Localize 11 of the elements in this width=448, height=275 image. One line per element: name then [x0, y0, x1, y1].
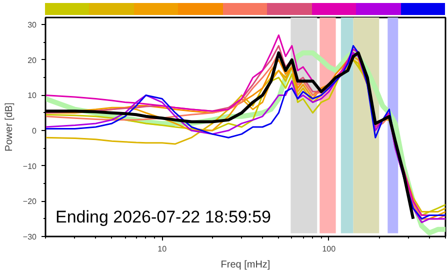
- y-tick-label: 0: [32, 126, 38, 136]
- y-tick-label: 20: [28, 56, 38, 65]
- y-axis-title: Power [dB]: [4, 102, 15, 152]
- y-tick-label: 30: [28, 20, 38, 30]
- x-tick-label: 100: [322, 244, 336, 254]
- annotation: Ending 2026-07-22 18:59:59: [56, 208, 272, 226]
- y-tick-label: −10: [22, 162, 38, 171]
- y-tick-label: 10: [28, 91, 38, 100]
- y-tick-label: −20: [22, 197, 38, 206]
- x-axis-title: Freq [mHz]: [220, 260, 270, 270]
- y-tick-label: −30: [22, 232, 38, 242]
